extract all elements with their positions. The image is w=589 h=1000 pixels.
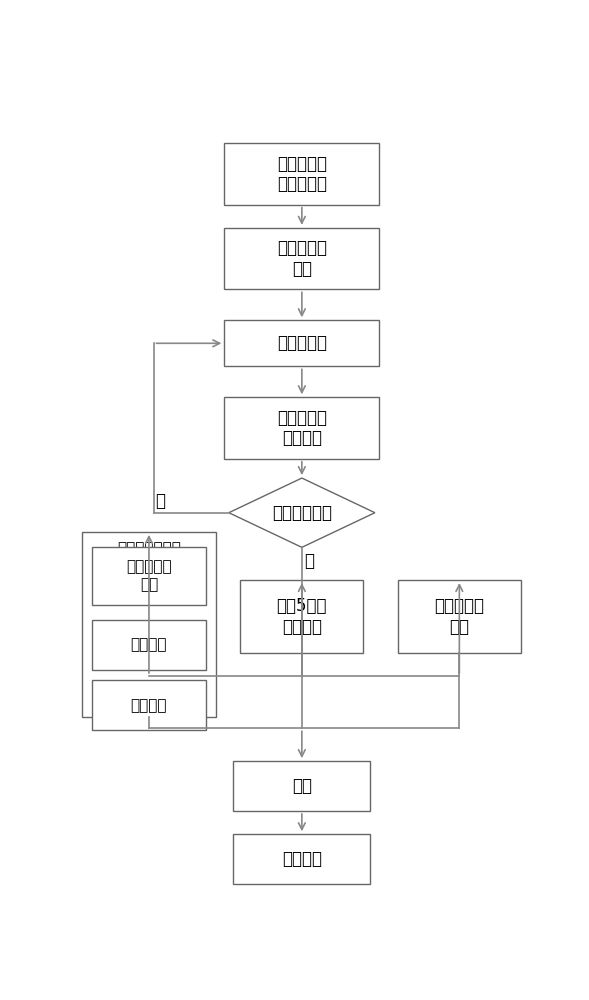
Text: 深度学习黑
烟车检测: 深度学习黑 烟车检测 [277,409,327,447]
FancyBboxPatch shape [224,397,379,459]
FancyBboxPatch shape [92,620,206,670]
Polygon shape [229,478,375,547]
FancyBboxPatch shape [224,320,379,366]
FancyBboxPatch shape [398,580,521,653]
Text: 是: 是 [304,552,314,570]
Text: 是否为黑烟车: 是否为黑烟车 [272,504,332,522]
FancyBboxPatch shape [233,761,370,811]
Text: 生成黑烟车信息: 生成黑烟车信息 [117,541,181,556]
Text: 车道线手动
划取: 车道线手动 划取 [277,239,327,278]
FancyBboxPatch shape [240,580,363,653]
Text: 道路摄像头
获取视频流: 道路摄像头 获取视频流 [277,154,327,193]
Text: 车牌识别: 车牌识别 [131,638,167,653]
FancyBboxPatch shape [92,547,206,605]
Text: 车道判定: 车道判定 [131,698,167,713]
FancyBboxPatch shape [224,228,379,289]
FancyBboxPatch shape [224,143,379,205]
Text: 生成5秒黑
烟车视频: 生成5秒黑 烟车视频 [277,597,327,636]
Text: 黑烟车截图
保存: 黑烟车截图 保存 [434,597,484,636]
FancyBboxPatch shape [92,680,206,730]
FancyBboxPatch shape [82,532,216,717]
Text: 否: 否 [155,492,166,510]
FancyBboxPatch shape [233,834,370,884]
Text: 保存: 保存 [292,777,312,795]
Text: 林格曼系数
判定: 林格曼系数 判定 [126,560,172,592]
Text: 后期分析: 后期分析 [282,850,322,868]
Text: 关键帧提取: 关键帧提取 [277,334,327,352]
